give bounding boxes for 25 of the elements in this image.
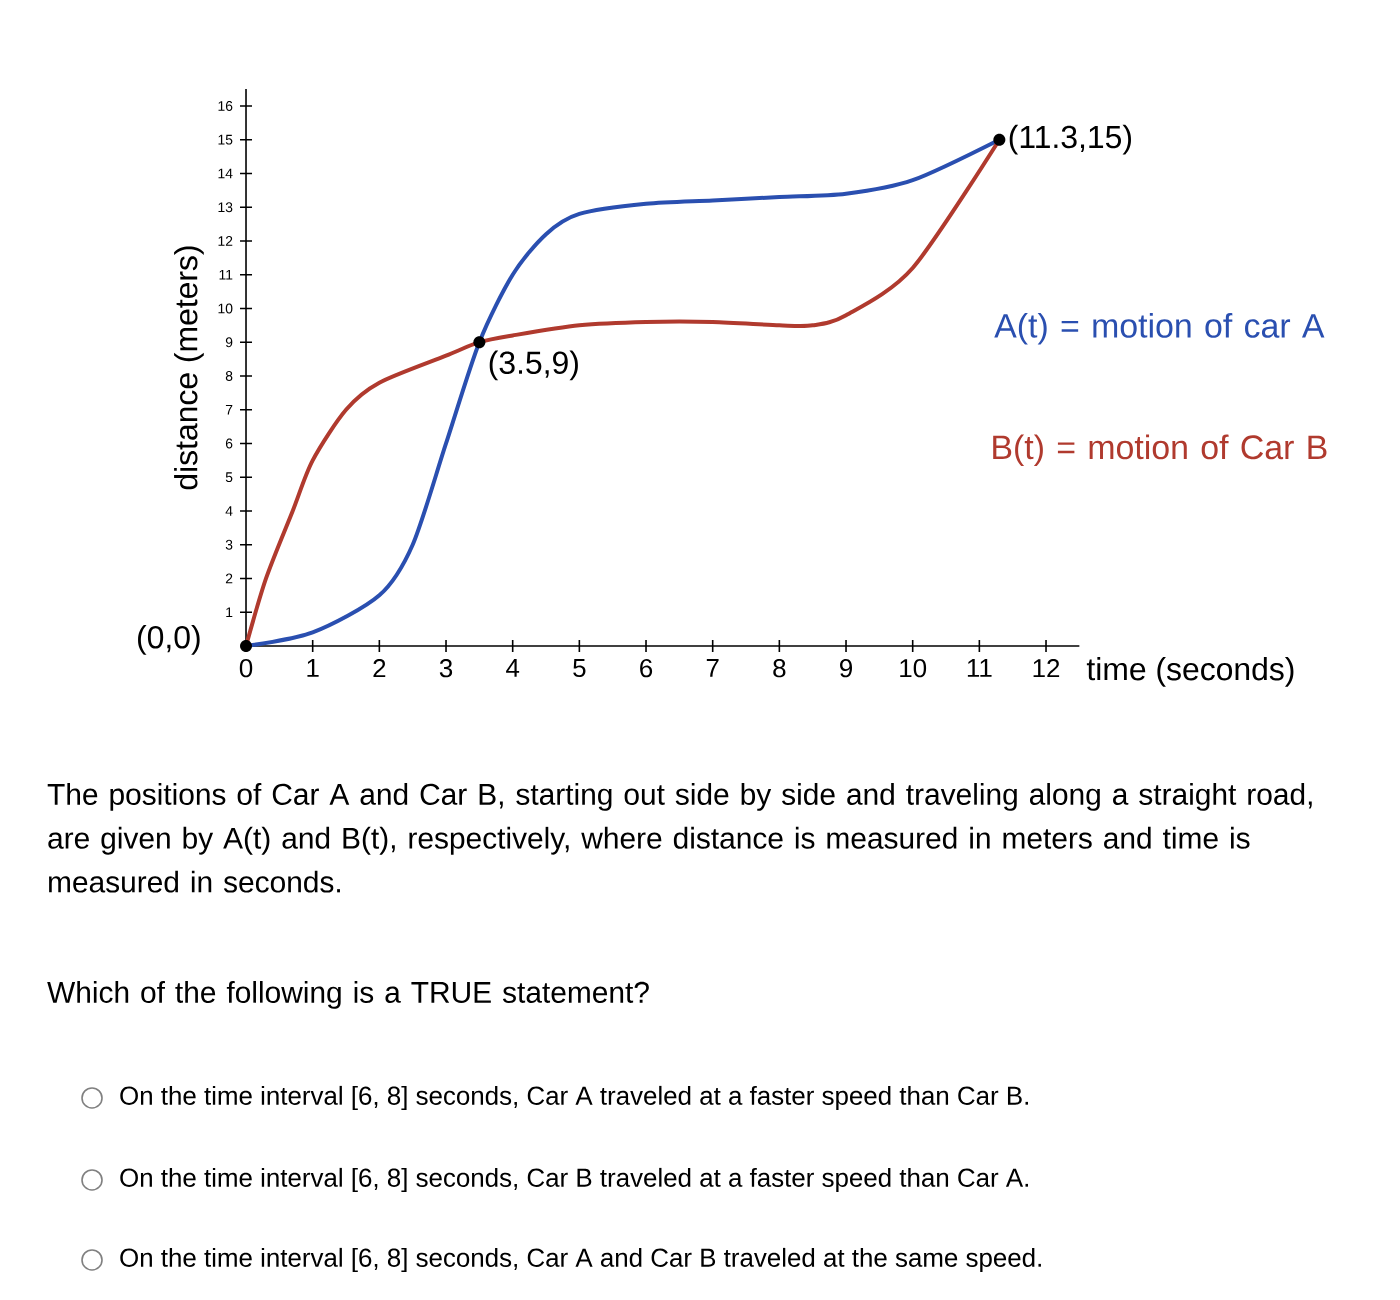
x-tick-label: 2 <box>373 659 386 678</box>
x-axis-title: time (seconds) <box>1086 657 1294 687</box>
text: The positions of Car A and Car B, starting out side by side and traveling along a straight road, are given by A(t) and B(t), respectively, where distance is measured in meters and time is measured in seconds. <box>47 783 1312 893</box>
annotation: (11.3,15) <box>1009 124 1131 155</box>
x-tick-label: 1 <box>307 659 319 677</box>
x-tick-label: 9 <box>840 659 853 678</box>
x-tick-label: 6 <box>640 659 653 678</box>
annotation: (0,0) <box>138 625 200 655</box>
x-tick-label: 4 <box>506 659 520 677</box>
text: Which of the following is a TRUE statement? <box>47 981 649 1009</box>
x-tick-label: 7 <box>706 659 719 677</box>
x-tick-label: 10 <box>900 659 927 678</box>
text: On the time interval [6, 8] seconds, Car B traveled at a faster speed than Car A. <box>120 1167 1028 1193</box>
x-tick-label: 0 <box>239 659 253 678</box>
x-tick-label: 3 <box>439 659 453 678</box>
annotation: (3.5,9) <box>489 350 578 381</box>
y-axis-title: distance (meters) <box>174 246 204 490</box>
text: On the time interval [6, 8] seconds, Car A and Car B traveled at the same speed. <box>120 1247 1041 1273</box>
text: On the time interval [6, 8] seconds, Car A traveled at a faster speed than Car B. <box>120 1085 1028 1111</box>
x-tick-label: 11 <box>967 659 992 677</box>
text: A(t) = motion of car A <box>994 312 1325 345</box>
text: B(t) = motion of Car B <box>993 434 1327 466</box>
x-tick-label: 5 <box>573 659 586 678</box>
x-tick-label: 12 <box>1033 659 1060 678</box>
x-tick-label: 8 <box>773 659 786 678</box>
